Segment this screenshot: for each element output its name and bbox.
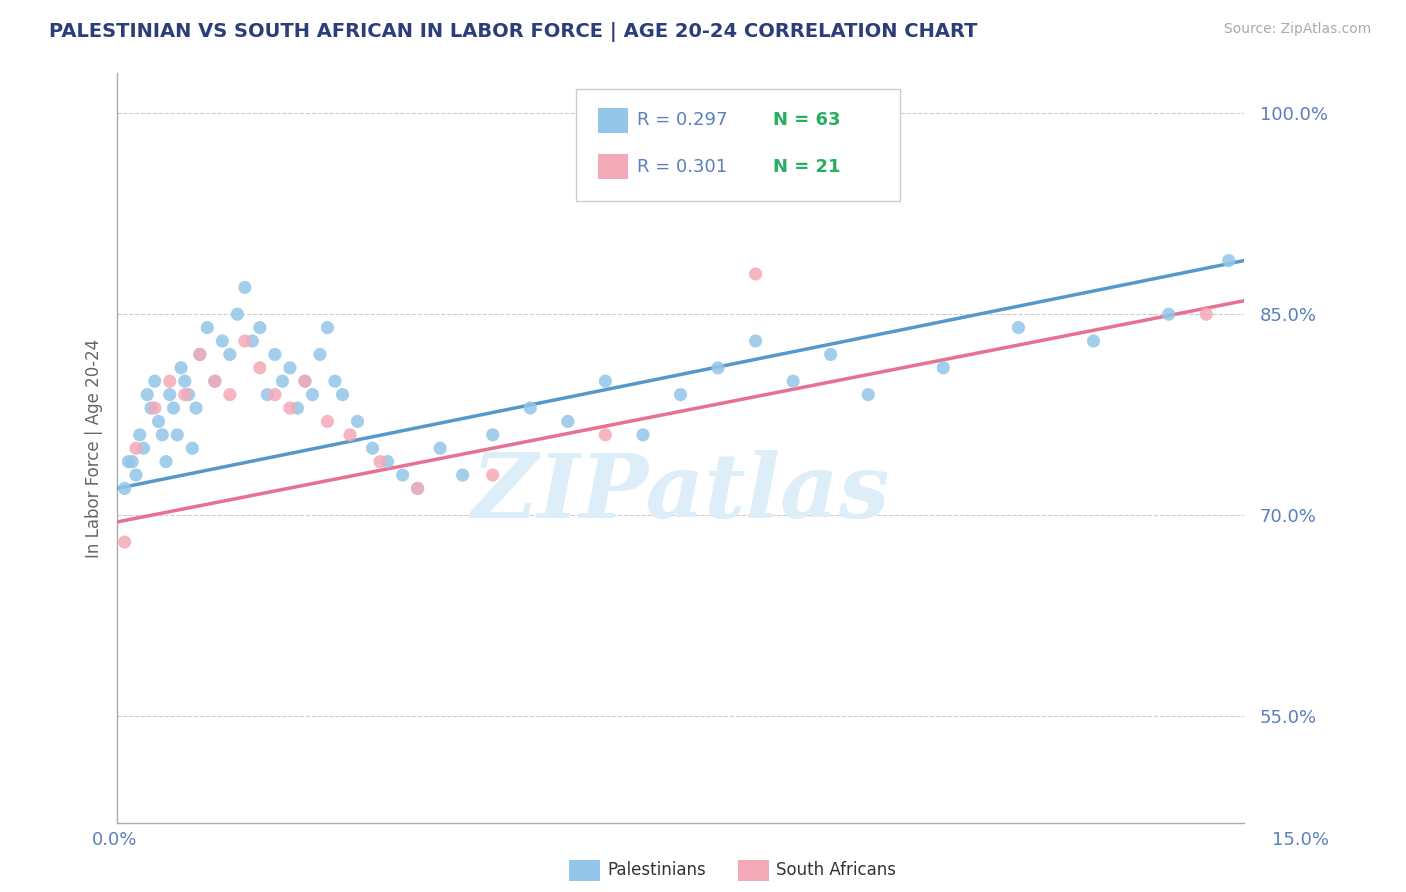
Point bbox=[184, 401, 207, 415]
Point bbox=[150, 427, 173, 442]
Point bbox=[481, 427, 503, 442]
Point bbox=[932, 360, 955, 375]
Point bbox=[316, 320, 339, 334]
Point bbox=[368, 455, 391, 469]
Point bbox=[242, 334, 264, 348]
Point bbox=[519, 401, 541, 415]
Point bbox=[143, 374, 166, 388]
Point bbox=[148, 414, 170, 428]
Point bbox=[1083, 334, 1105, 348]
Text: PALESTINIAN VS SOUTH AFRICAN IN LABOR FORCE | AGE 20-24 CORRELATION CHART: PALESTINIAN VS SOUTH AFRICAN IN LABOR FO… bbox=[49, 22, 977, 42]
Point bbox=[195, 320, 218, 334]
Point bbox=[125, 468, 148, 483]
Point bbox=[121, 455, 143, 469]
Point bbox=[249, 320, 271, 334]
Point bbox=[132, 441, 155, 455]
Point bbox=[128, 427, 150, 442]
Point bbox=[271, 374, 294, 388]
Point bbox=[377, 455, 399, 469]
Point bbox=[1157, 307, 1180, 321]
Point bbox=[264, 387, 287, 401]
Point bbox=[595, 427, 617, 442]
Point bbox=[361, 441, 384, 455]
Point bbox=[226, 307, 249, 321]
Point bbox=[323, 374, 346, 388]
Point bbox=[294, 374, 316, 388]
Text: R = 0.301: R = 0.301 bbox=[637, 158, 727, 176]
Point bbox=[218, 387, 240, 401]
Y-axis label: In Labor Force | Age 20-24: In Labor Force | Age 20-24 bbox=[86, 339, 103, 558]
Point bbox=[162, 401, 184, 415]
Point bbox=[139, 401, 162, 415]
Point bbox=[233, 280, 256, 294]
Point bbox=[173, 387, 195, 401]
Point bbox=[114, 535, 136, 549]
Point bbox=[451, 468, 474, 483]
Point bbox=[125, 441, 148, 455]
Point bbox=[631, 427, 654, 442]
Point bbox=[170, 360, 193, 375]
Text: ZIPatlas: ZIPatlas bbox=[472, 450, 889, 536]
Point bbox=[143, 401, 166, 415]
Point bbox=[820, 347, 842, 361]
Point bbox=[117, 455, 139, 469]
Point bbox=[287, 401, 309, 415]
Point bbox=[557, 414, 579, 428]
Point bbox=[481, 468, 503, 483]
Point bbox=[204, 374, 226, 388]
Text: Source: ZipAtlas.com: Source: ZipAtlas.com bbox=[1223, 22, 1371, 37]
Point bbox=[707, 360, 730, 375]
Point bbox=[278, 360, 301, 375]
Point bbox=[218, 347, 240, 361]
Point bbox=[188, 347, 211, 361]
Point bbox=[278, 401, 301, 415]
Point bbox=[744, 334, 766, 348]
Point bbox=[406, 482, 429, 496]
Point bbox=[391, 468, 413, 483]
Point bbox=[346, 414, 368, 428]
Text: N = 63: N = 63 bbox=[773, 112, 841, 129]
Point bbox=[159, 374, 181, 388]
Point bbox=[204, 374, 226, 388]
Point bbox=[858, 387, 880, 401]
Point bbox=[211, 334, 233, 348]
Point bbox=[294, 374, 316, 388]
Point bbox=[177, 387, 200, 401]
Point bbox=[429, 441, 451, 455]
Point bbox=[744, 267, 766, 281]
Point bbox=[166, 427, 188, 442]
Point bbox=[159, 387, 181, 401]
Point bbox=[301, 387, 323, 401]
Point bbox=[1195, 307, 1218, 321]
Point bbox=[1007, 320, 1029, 334]
Point bbox=[1218, 253, 1240, 268]
Point bbox=[114, 482, 136, 496]
Point bbox=[595, 374, 617, 388]
Point bbox=[233, 334, 256, 348]
Point bbox=[669, 387, 692, 401]
Text: N = 21: N = 21 bbox=[773, 158, 841, 176]
Point bbox=[181, 441, 204, 455]
Point bbox=[406, 482, 429, 496]
Text: Palestinians: Palestinians bbox=[607, 861, 706, 879]
Point bbox=[249, 360, 271, 375]
Text: R = 0.297: R = 0.297 bbox=[637, 112, 727, 129]
Point bbox=[339, 427, 361, 442]
Text: South Africans: South Africans bbox=[776, 861, 896, 879]
Point bbox=[316, 414, 339, 428]
Point bbox=[264, 347, 287, 361]
Point bbox=[188, 347, 211, 361]
Text: 15.0%: 15.0% bbox=[1271, 831, 1329, 849]
Point bbox=[155, 455, 177, 469]
Point bbox=[309, 347, 332, 361]
Point bbox=[173, 374, 195, 388]
Point bbox=[136, 387, 159, 401]
Text: 0.0%: 0.0% bbox=[91, 831, 136, 849]
Point bbox=[332, 387, 354, 401]
Point bbox=[256, 387, 278, 401]
Point bbox=[782, 374, 804, 388]
